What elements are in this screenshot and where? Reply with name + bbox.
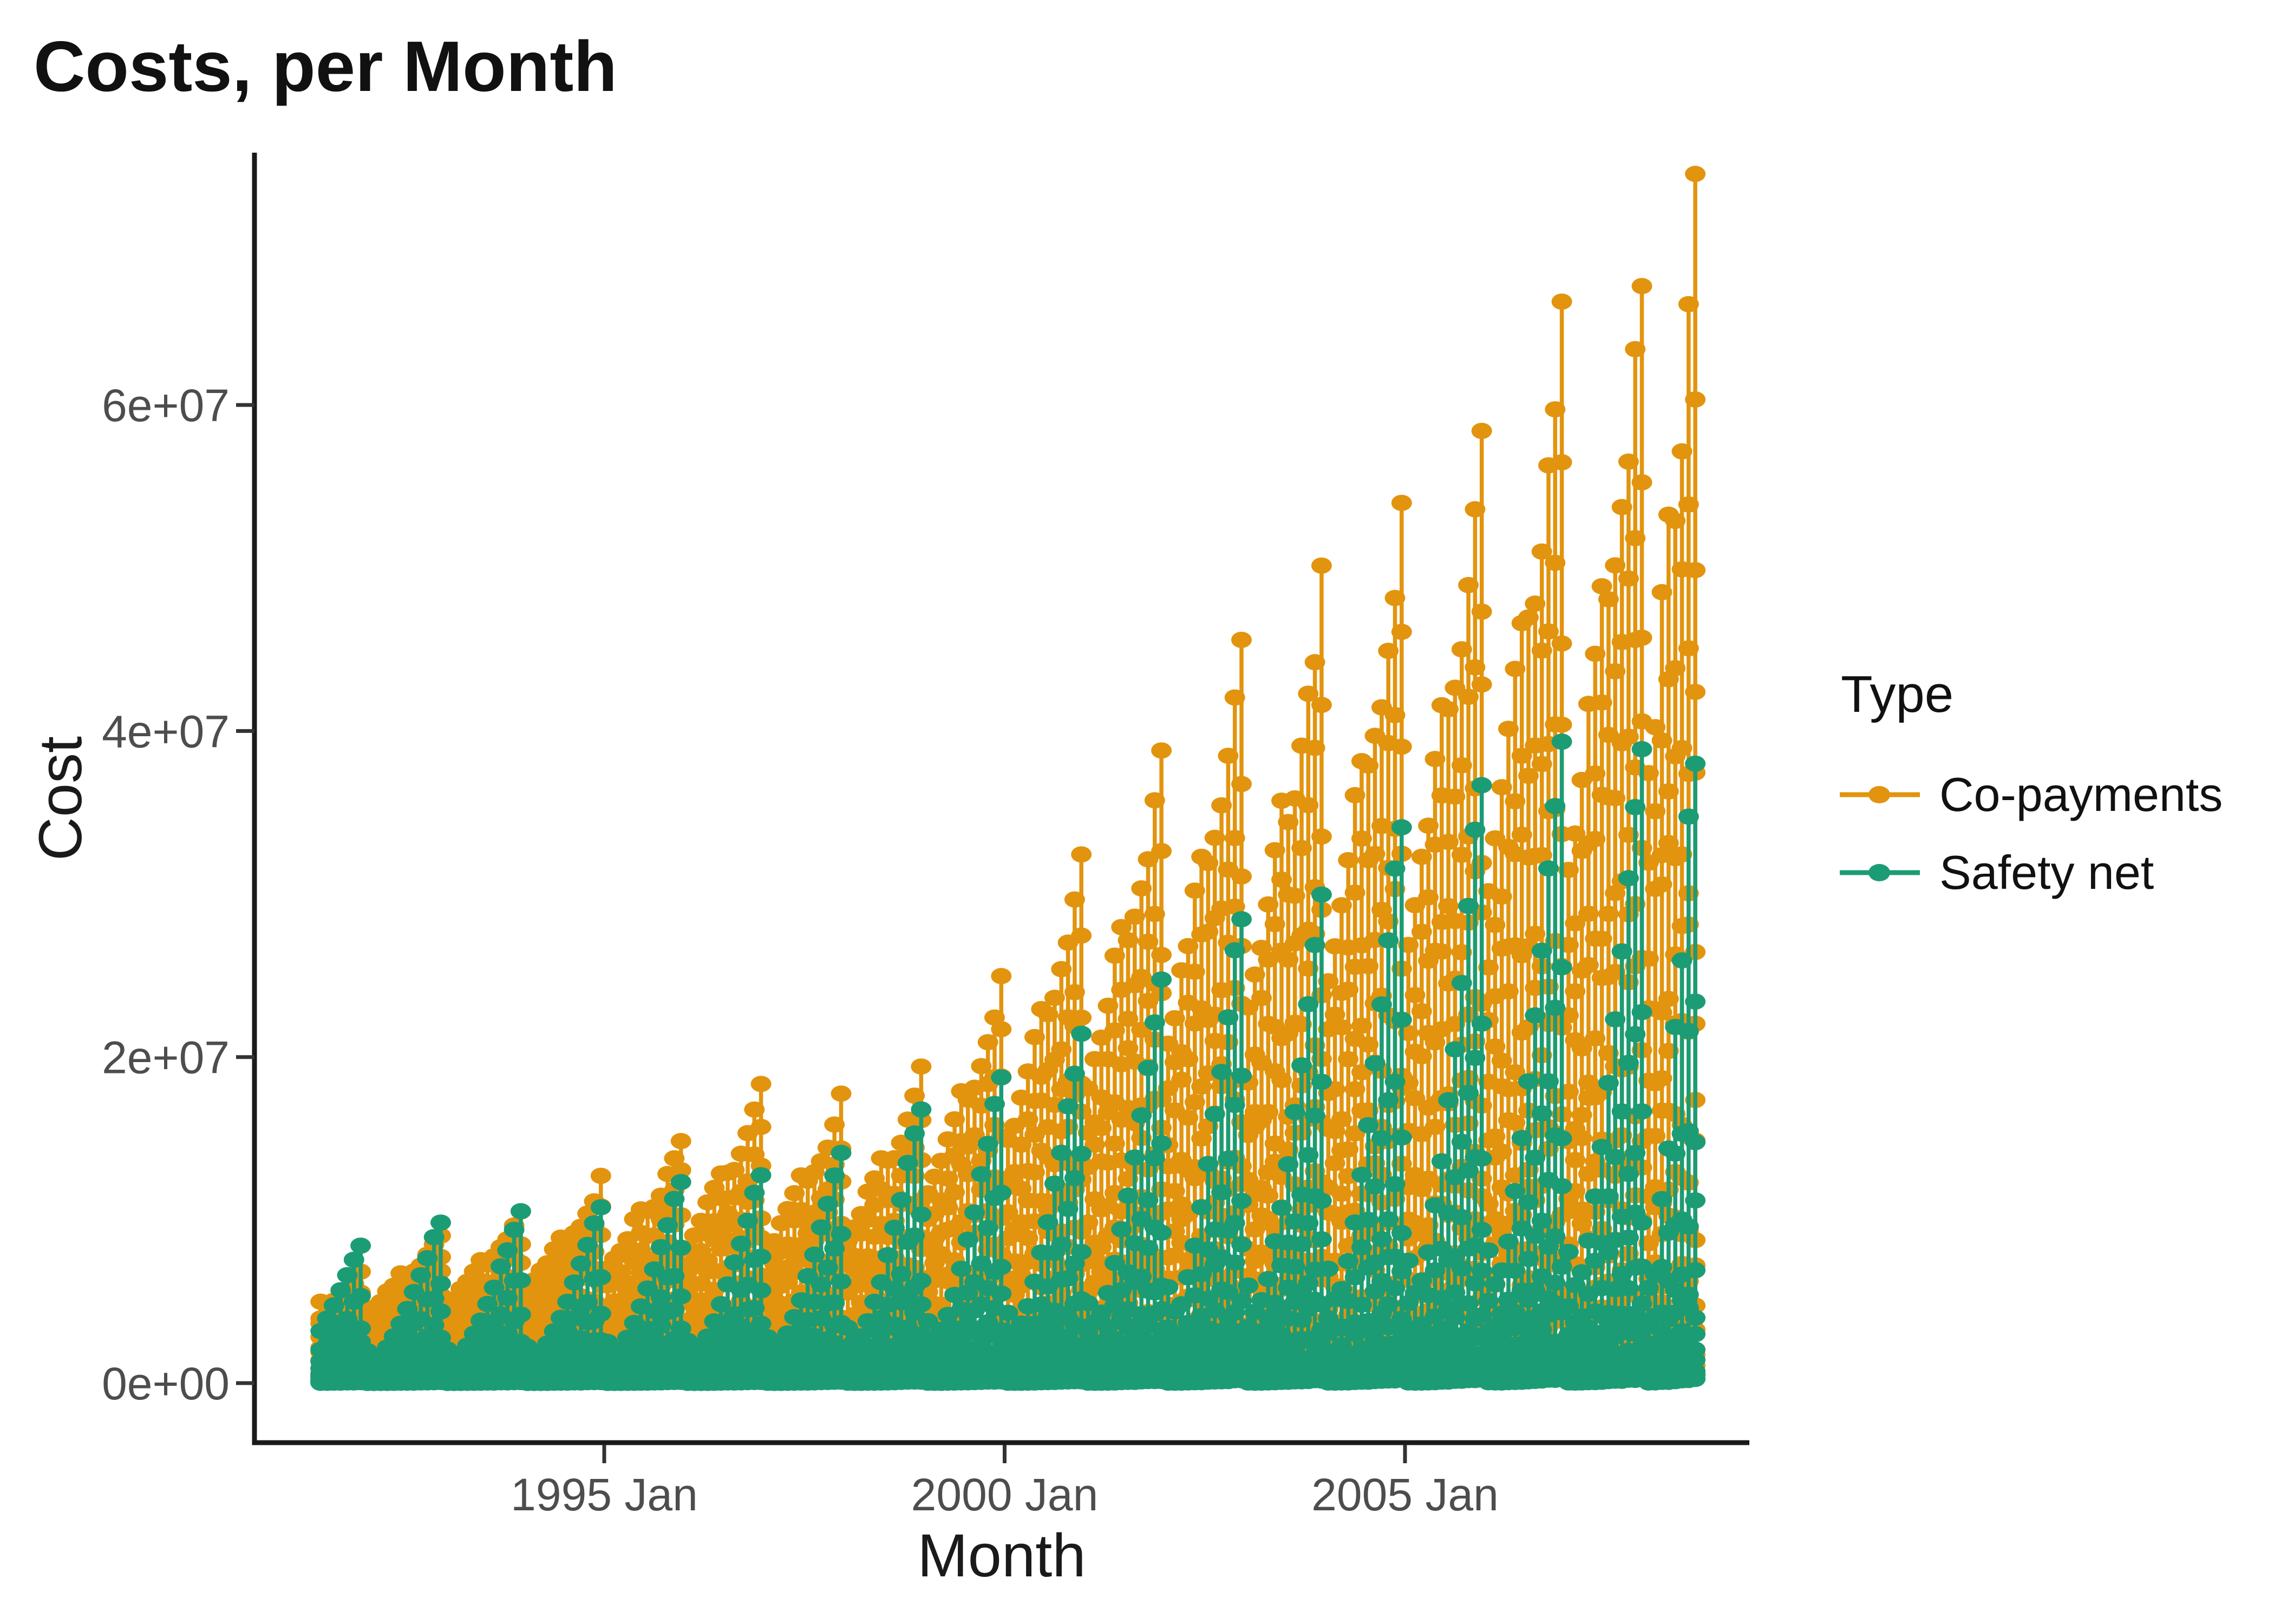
x-axis-title: Month <box>917 1522 1086 1589</box>
axes: 0e+00 2e+07 4e+07 6e+07 1995 Jan 2000 Ja… <box>102 153 1749 1520</box>
y-tick-label: 6e+07 <box>102 380 230 431</box>
safety-net-legend-label: Safety net <box>1939 846 2154 899</box>
safety-net-key-dot-icon <box>1868 864 1890 881</box>
x-tick-label: 2005 Jan <box>1311 1469 1499 1520</box>
data-layer <box>310 166 1706 1391</box>
safety-net-points <box>310 734 1706 1391</box>
y-tick-label: 2e+07 <box>102 1032 230 1083</box>
co-payments-legend-label: Co-payments <box>1939 768 2223 821</box>
legend: Type Co-payments Safety net <box>1840 665 2223 899</box>
co-payments-key-dot-icon <box>1868 786 1890 803</box>
tick-marks <box>236 403 1407 1463</box>
legend-entry-co-payments: Co-payments <box>1840 768 2223 821</box>
legend-title: Type <box>1841 665 1953 723</box>
x-tick-label: 1995 Jan <box>511 1469 698 1520</box>
chart-title: Costs, per Month <box>34 27 617 106</box>
y-tick-label: 4e+07 <box>102 706 230 757</box>
legend-entry-safety-net: Safety net <box>1840 846 2154 899</box>
x-tick-label: 2000 Jan <box>911 1469 1099 1520</box>
y-tick-label: 0e+00 <box>102 1358 230 1409</box>
co-payments-points <box>310 166 1706 1391</box>
y-axis-title: Cost <box>27 736 94 861</box>
